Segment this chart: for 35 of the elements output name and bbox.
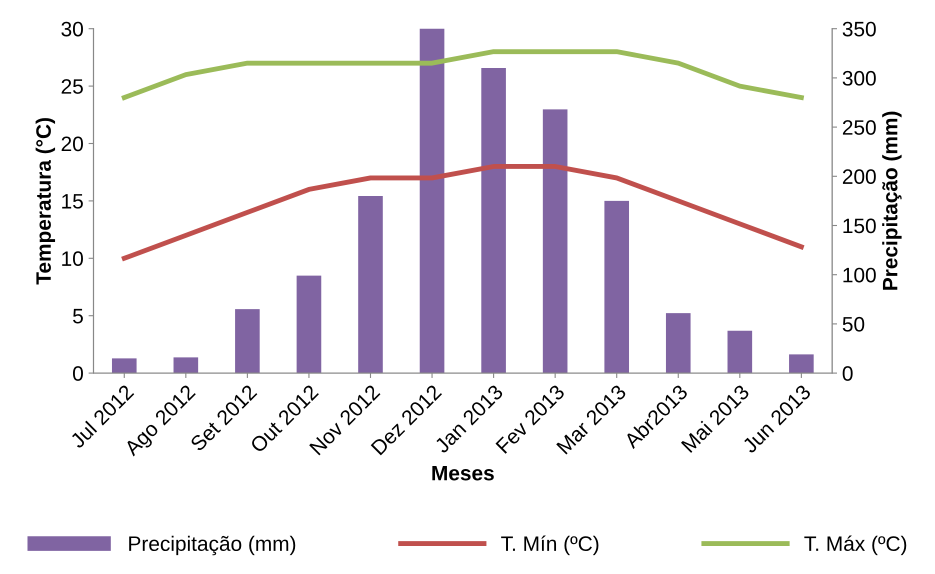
bar (112, 358, 137, 374)
x-axis-title: Meses (432, 466, 494, 480)
y2-tick-label: 350 (842, 22, 876, 36)
y-tick-label: 25 (62, 79, 83, 94)
bar (358, 196, 383, 374)
line-series (122, 164, 804, 261)
y2-tick-label: 100 (843, 268, 876, 282)
y-tick-label: 10 (62, 251, 83, 266)
y-tick-label: 5 (73, 308, 83, 324)
y-tick-label: 15 (62, 194, 83, 209)
y-tick-label: 30 (61, 22, 83, 36)
legend-label: T. Máx (ºC) (804, 535, 906, 556)
bar (789, 354, 814, 374)
bar (728, 330, 752, 374)
line-series (122, 49, 804, 100)
y2-axis-title: Precipitação (mm) (882, 112, 902, 290)
legend-label: Precipitação (mm) (129, 536, 296, 556)
y2-tick-label: 300 (842, 70, 876, 86)
y-tick-label: 20 (62, 136, 83, 152)
y-tick-label: 0 (73, 366, 83, 381)
bar (420, 28, 444, 374)
y2-tick-label: 50 (842, 316, 864, 332)
legend-label: T. Mín (ºC) (501, 535, 598, 556)
y2-tick-label: 200 (842, 169, 876, 184)
bar (296, 276, 322, 374)
bar (604, 200, 630, 374)
bar (481, 68, 506, 374)
bar (666, 313, 691, 374)
bar (235, 309, 260, 374)
y2-tick-label: 0 (842, 366, 853, 381)
y2-tick-label: 250 (842, 120, 876, 135)
y-axis-title: Temperatura (°C) (36, 118, 56, 285)
bar (174, 357, 198, 374)
bar (542, 109, 568, 374)
y2-tick-label: 150 (843, 218, 876, 234)
